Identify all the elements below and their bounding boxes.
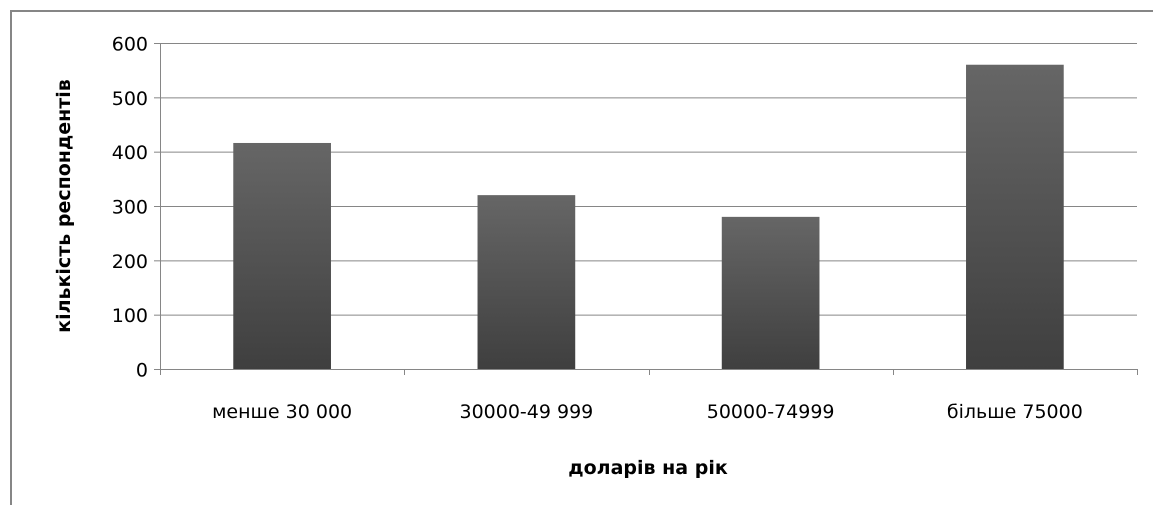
bar (721, 216, 820, 369)
x-tick-label: 30000-49 999 (459, 401, 593, 423)
x-tick-label: більше 75000 (947, 401, 1083, 423)
y-axis-title: кількість респондентів (53, 79, 75, 333)
bar (966, 64, 1064, 369)
bar (477, 195, 576, 369)
tick-labels: 0 100 200 300 400 500 600 менше 30 000 30000-49 … (112, 34, 1083, 424)
y-tick-label: 500 (112, 88, 148, 110)
y-tick-label: 100 (112, 305, 148, 327)
y-tick-label: 200 (112, 251, 148, 273)
y-tick-label: 300 (112, 197, 148, 219)
axes (154, 43, 1138, 375)
chart-frame (10, 10, 1153, 505)
x-axis-title: доларів на рік (568, 457, 728, 479)
x-tick-label: 50000-74999 (707, 401, 835, 423)
x-tick-label: менше 30 000 (212, 401, 352, 423)
bars (233, 64, 1064, 369)
bar (233, 142, 331, 369)
y-tick-label: 0 (136, 360, 148, 382)
y-tick-label: 400 (112, 142, 148, 164)
y-tick-label: 600 (112, 34, 148, 56)
